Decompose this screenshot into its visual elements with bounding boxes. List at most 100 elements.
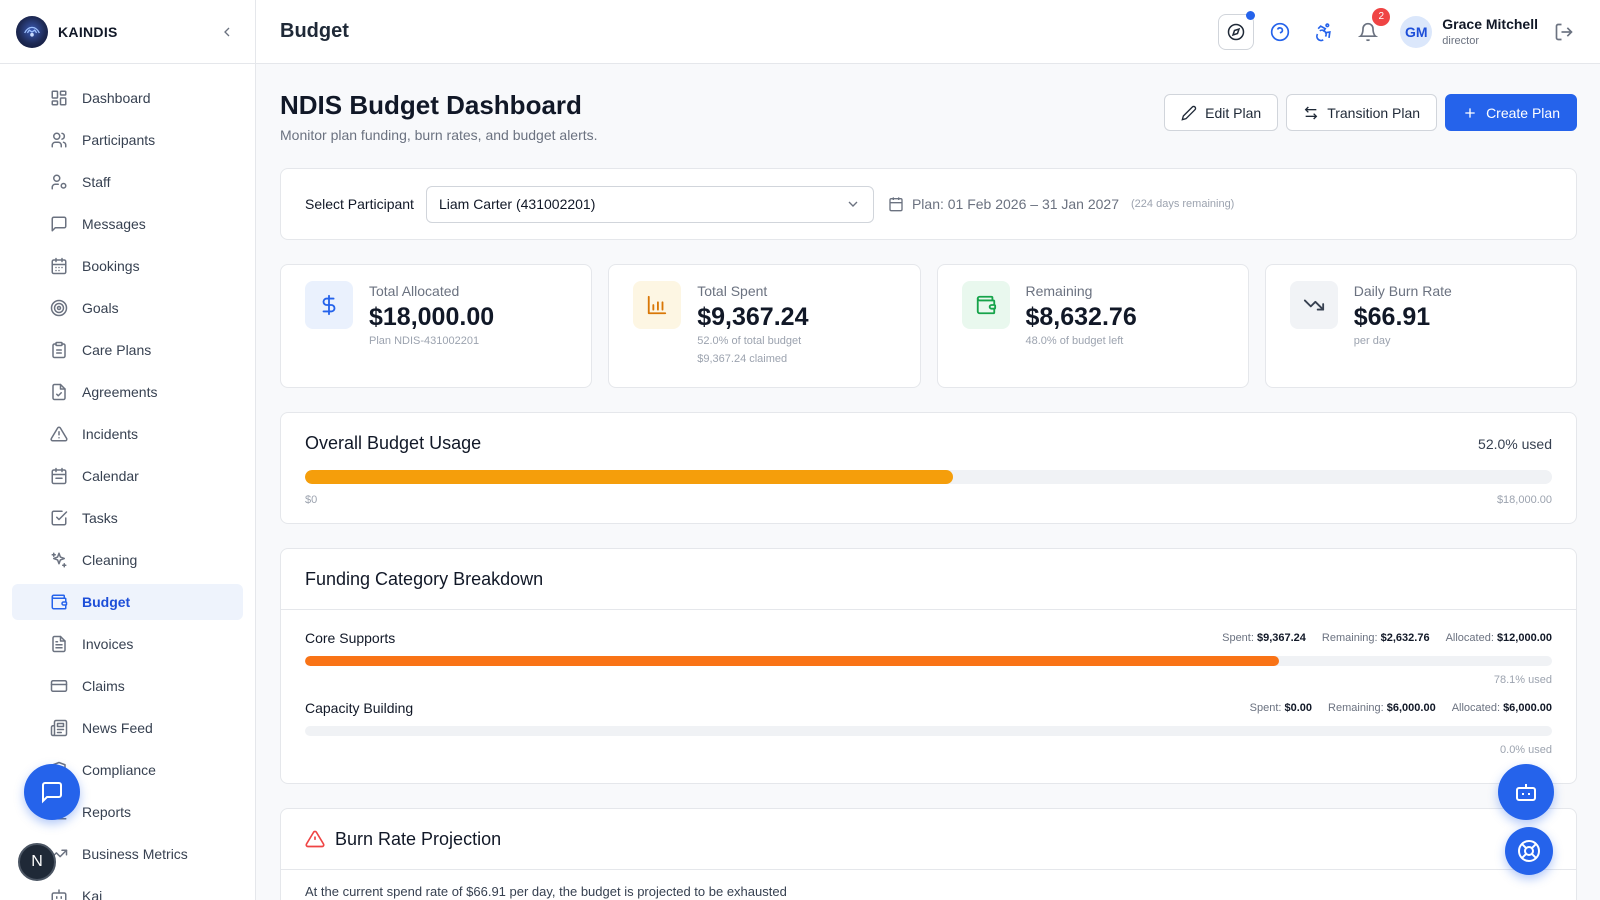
days-remaining: (224 days remaining): [1131, 198, 1235, 210]
sidebar-item-staff[interactable]: Staff: [12, 164, 243, 200]
sidebar-item-label: Compliance: [82, 762, 156, 778]
user-cog-icon: [50, 173, 68, 191]
sidebar-item-invoices[interactable]: Invoices: [12, 626, 243, 662]
accessibility-button[interactable]: [1306, 14, 1342, 50]
message-square-icon: [42, 782, 62, 804]
budget-usage-card: Overall Budget Usage 52.0% used $0 $18,0…: [280, 412, 1577, 524]
compass-button[interactable]: [1218, 10, 1256, 50]
brand: KAINDIS: [0, 0, 255, 64]
burn-rate-text: At the current spend rate of $66.91 per …: [305, 884, 787, 899]
stat-card-remaining: Remaining $8,632.76 48.0% of budget left: [936, 264, 1249, 388]
sidebar-item-bookings[interactable]: Bookings: [12, 248, 243, 284]
user-role: director: [1442, 34, 1479, 47]
sidebar-item-label: Agreements: [82, 384, 158, 400]
transition-plan-label: Transition Plan: [1327, 104, 1421, 121]
file-check-icon: [52, 383, 66, 401]
pencil-icon: [1181, 105, 1197, 121]
budget-usage-title: Overall Budget Usage: [305, 433, 482, 453]
sidebar-item-dashboard[interactable]: Dashboard: [12, 80, 243, 116]
plan-range: Plan: 01 Feb 2026 – 31 Jan 2027: [911, 196, 1120, 212]
remaining-label: Remaining:: [1321, 632, 1378, 644]
stat-icon: [305, 281, 353, 329]
stat-card-total-allocated: Total Allocated $18,000.00 Plan NDIS-43100…: [280, 264, 593, 388]
stat-label: Total Spent: [697, 283, 768, 299]
budget-usage-fill: [305, 470, 954, 484]
stat-label: Total Allocated: [369, 283, 460, 299]
plus-icon: [1465, 107, 1475, 118]
user-avatar[interactable]: GM: [1400, 15, 1433, 48]
target-icon: [50, 299, 68, 317]
message-square-icon: [50, 215, 68, 233]
sparkles-icon: [51, 552, 67, 568]
sidebar: KAINDIS Dashboard Participants Staff Messag…: [0, 0, 256, 900]
bell-icon: [1358, 22, 1379, 41]
sidebar-item-calendar[interactable]: Calendar: [12, 458, 243, 494]
layout-grid-icon: [51, 90, 67, 106]
sidebar-item-label: Dashboard: [82, 90, 151, 106]
create-plan-label: Create Plan: [1486, 104, 1560, 121]
sidebar-item-claims[interactable]: Claims: [12, 668, 243, 704]
plan-info: Plan: 01 Feb 2026 – 31 Jan 2027 (224 day…: [888, 196, 1234, 212]
n-avatar-button[interactable]: N: [18, 843, 56, 881]
notification-badge: 2: [1372, 7, 1391, 26]
sidebar-item-participants[interactable]: Participants: [12, 122, 243, 158]
sidebar-item-label: Cleaning: [82, 552, 138, 568]
sidebar-item-agreements[interactable]: Agreements: [12, 374, 243, 410]
allocated-value: $12,000.00: [1496, 632, 1552, 644]
brand-logo[interactable]: [16, 15, 48, 48]
calendar-days-icon: [50, 257, 68, 275]
collapse-sidebar-button[interactable]: [215, 20, 239, 44]
assistant-bot-button[interactable]: [1498, 764, 1554, 820]
sidebar-item-tasks[interactable]: Tasks: [12, 500, 243, 536]
remaining-value: $6,000.00: [1386, 702, 1436, 714]
funding-rows: Core Supports Spent: $9,367.24 Remaining: …: [281, 610, 1576, 756]
notifications-button[interactable]: 2: [1350, 7, 1391, 50]
stat-value: $66.91: [1353, 303, 1431, 331]
sidebar-item-kai[interactable]: Kai: [12, 878, 243, 900]
sidebar-item-care-plans[interactable]: Care Plans: [12, 332, 243, 368]
sidebar-item-budget[interactable]: Budget: [12, 584, 243, 620]
log-out-icon: [1555, 23, 1573, 40]
sidebar-item-news-feed[interactable]: News Feed: [12, 710, 243, 746]
stats-row: Total Allocated $18,000.00 Plan NDIS-43100…: [280, 264, 1577, 388]
funding-fill: [305, 656, 1279, 666]
stat-label: Daily Burn Rate: [1353, 283, 1452, 299]
user-info[interactable]: Grace Mitchell director: [1442, 16, 1538, 48]
newspaper-icon: [50, 719, 68, 737]
funding-category-name: Capacity Building: [305, 700, 414, 716]
sidebar-item-label: Business Metrics: [82, 846, 188, 862]
sidebar-item-messages[interactable]: Messages: [12, 206, 243, 242]
allocated-label: Allocated:: [1445, 632, 1494, 644]
support-lifebuoy-button[interactable]: [1505, 827, 1553, 875]
sidebar-item-goals[interactable]: Goals: [12, 290, 243, 326]
spent-label: Spent:: [1249, 702, 1282, 714]
funding-track: [305, 726, 1552, 736]
stat-label: Remaining: [1025, 283, 1093, 299]
create-plan-button[interactable]: Create Plan: [1445, 94, 1577, 131]
wallet-icon: [51, 594, 68, 610]
sidebar-item-label: Kai: [82, 888, 103, 900]
header-buttons: Edit Plan Transition Plan Create Plan: [1164, 94, 1577, 131]
sidebar-item-label: Invoices: [82, 636, 134, 652]
funding-row: Core Supports Spent: $9,367.24 Remaining: …: [305, 630, 1552, 686]
bar-chart-icon: [648, 295, 667, 315]
help-button[interactable]: [1262, 14, 1298, 50]
transition-plan-button[interactable]: Transition Plan: [1286, 94, 1438, 131]
message-square-icon: [51, 216, 67, 232]
logout-button[interactable]: [1552, 20, 1576, 44]
edit-plan-button[interactable]: Edit Plan: [1164, 94, 1279, 131]
stat-icon: [961, 281, 1010, 329]
alert-triangle-icon: [305, 830, 325, 848]
trending-down-icon: [1303, 299, 1324, 311]
chat-fab-button[interactable]: [24, 764, 80, 820]
edit-plan-label: Edit Plan: [1205, 104, 1262, 121]
sidebar-item-incidents[interactable]: Incidents: [12, 416, 243, 452]
spent-value: $9,367.24: [1256, 632, 1306, 644]
layout-grid-icon: [50, 89, 68, 107]
compass-dot: [1246, 10, 1256, 20]
sidebar-item-cleaning[interactable]: Cleaning: [12, 542, 243, 578]
funding-category-name: Core Supports: [305, 630, 396, 646]
stat-card-daily-burn-rate: Daily Burn Rate $66.91 per day: [1264, 264, 1577, 388]
funding-row: Capacity Building Spent: $0.00 Remaining: …: [305, 700, 1552, 756]
participant-select[interactable]: Liam Carter (431002201): [425, 185, 874, 223]
